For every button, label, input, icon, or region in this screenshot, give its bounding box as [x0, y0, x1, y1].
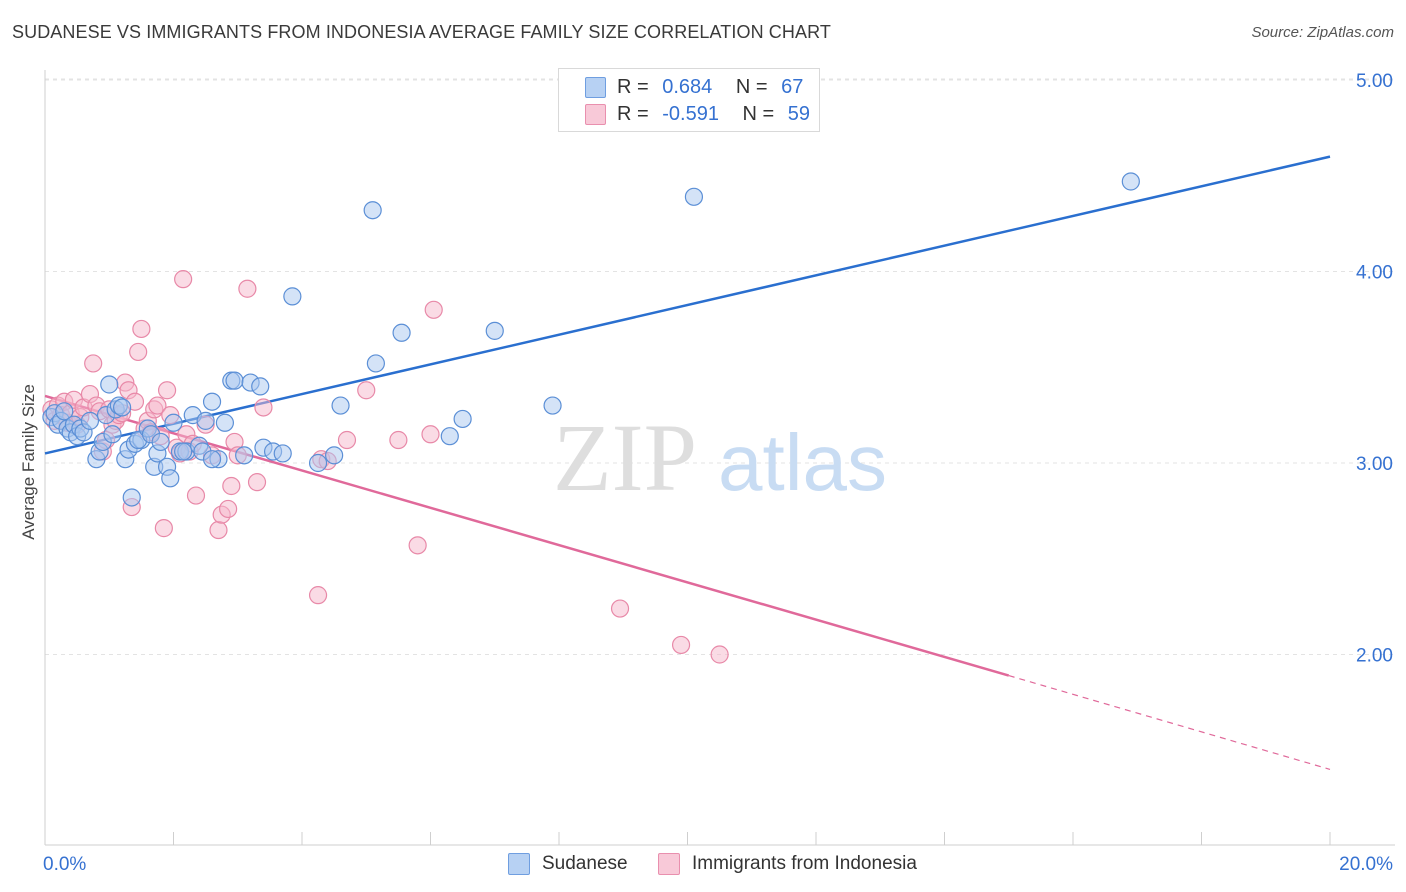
- sudanese-point: [122, 488, 141, 507]
- sudanese-point: [392, 323, 411, 342]
- sudanese-point: [80, 411, 100, 430]
- sudanese-point: [440, 427, 459, 446]
- sudanese-point: [151, 432, 170, 452]
- y-tick-label: 2.00: [1356, 646, 1393, 667]
- y-tick-label: 3.00: [1356, 454, 1393, 475]
- indonesia-point: [357, 381, 376, 400]
- legend-n-label: N =: [742, 102, 775, 125]
- indonesia-point: [610, 599, 630, 618]
- sudanese-point: [235, 446, 254, 465]
- y-tick-label: 4.00: [1356, 263, 1393, 284]
- sudanese-swatch: [585, 77, 606, 98]
- sudanese-point: [55, 402, 74, 421]
- indonesia-point: [424, 300, 443, 319]
- sudanese-point: [325, 446, 344, 465]
- watermark-atlas: atlas: [718, 418, 887, 507]
- correlation-legend: R = 0.684 N = 67 R = -0.591 N = 59: [558, 68, 820, 132]
- indonesia-point: [254, 398, 273, 417]
- indonesia-point: [308, 586, 328, 605]
- indonesia-legend-label: Immigrants from Indonesia: [692, 853, 917, 874]
- sudanese-point: [308, 453, 328, 473]
- legend-r-label: R =: [617, 75, 649, 98]
- sudanese-point: [485, 321, 504, 340]
- sudanese-point: [283, 287, 302, 306]
- sudanese-point: [164, 413, 183, 432]
- sudanese-point: [251, 377, 270, 396]
- sudanese-point: [161, 469, 180, 488]
- indonesia-trendline-extension: [1008, 674, 1331, 770]
- sudanese-point: [103, 425, 122, 444]
- indonesia-point: [247, 473, 267, 492]
- sudanese-point: [363, 201, 382, 220]
- y-tick-label: 5.00: [1356, 71, 1393, 92]
- sudanese-point: [225, 371, 244, 390]
- indonesia-point: [174, 270, 193, 289]
- indonesia-point: [238, 279, 257, 298]
- indonesia-point: [222, 476, 241, 496]
- indonesia-legend-swatch: [658, 853, 680, 875]
- indonesia-point: [408, 536, 427, 555]
- legend-r-value-sudanese: 0.684: [662, 75, 713, 98]
- indonesia-point: [154, 519, 173, 538]
- x-tick-label: 0.0%: [43, 854, 86, 875]
- indonesia-point: [186, 486, 206, 505]
- sudanese-legend-swatch: [508, 853, 530, 875]
- bottom-legend-indonesia: Immigrants from Indonesia: [658, 852, 917, 876]
- indonesia-point: [209, 520, 228, 540]
- sudanese-legend-label: Sudanese: [542, 853, 628, 874]
- legend-n-value-indonesia: 59: [787, 102, 811, 125]
- sudanese-point: [1121, 172, 1140, 191]
- sudanese-point: [202, 392, 222, 411]
- indonesia-point: [84, 354, 103, 373]
- sudanese-point: [174, 442, 193, 461]
- sudanese-point: [100, 375, 119, 394]
- legend-r-value-indonesia: -0.591: [662, 102, 719, 125]
- indonesia-point: [132, 319, 151, 339]
- indonesia-point: [389, 430, 408, 450]
- legend-n-label: N =: [735, 75, 768, 98]
- sudanese-point: [196, 411, 215, 430]
- sudanese-point: [112, 398, 132, 417]
- sudanese-point: [543, 396, 562, 415]
- indonesia-point: [671, 635, 691, 655]
- sudanese-point: [215, 413, 234, 432]
- sudanese-point: [366, 354, 385, 373]
- indonesia-point: [219, 499, 238, 519]
- sudanese-point: [684, 187, 704, 206]
- sudanese-point: [202, 450, 222, 469]
- legend-r-label: R =: [617, 102, 649, 125]
- indonesia-point: [710, 645, 729, 664]
- y-axis-title: Average Family Size: [19, 384, 38, 540]
- watermark-zip: ZIP: [553, 404, 697, 511]
- indonesia-point: [157, 381, 177, 400]
- chart-title: SUDANESE VS IMMIGRANTS FROM INDONESIA AV…: [12, 22, 831, 42]
- indonesia-point: [129, 342, 148, 362]
- indonesia-point: [148, 396, 167, 415]
- indonesia-swatch: [585, 104, 606, 125]
- x-tick-label: 20.0%: [1339, 854, 1393, 875]
- bottom-legend-sudanese: Sudanese: [508, 852, 628, 876]
- legend-n-value-sudanese: 67: [781, 75, 804, 98]
- sudanese-point: [331, 396, 350, 415]
- sudanese-point: [453, 409, 472, 429]
- indonesia-point: [421, 425, 440, 444]
- source-label: Source: ZipAtlas.com: [1251, 24, 1394, 41]
- sudanese-point: [273, 444, 292, 463]
- indonesia-point: [337, 430, 357, 450]
